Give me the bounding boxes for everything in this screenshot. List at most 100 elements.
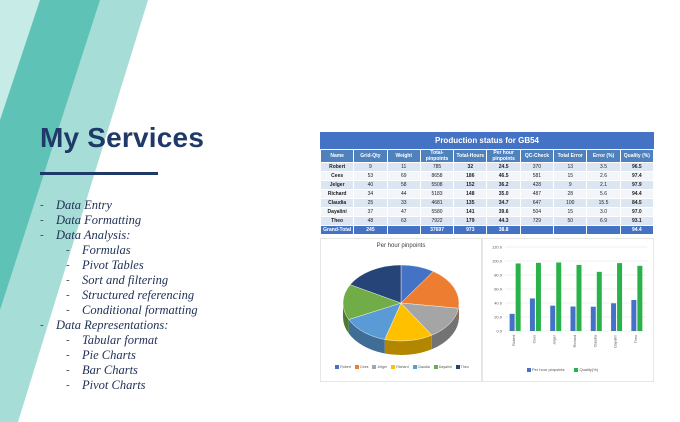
table-cell: 8658 [419,171,455,181]
service-list-item: - Data Analysis: [40,228,290,243]
service-list-item: - Formulas [40,243,290,258]
legend-item: Richard [391,365,409,369]
title-underline [40,172,158,175]
table-cell: 487 [519,189,555,199]
service-label: Pivot Tables [82,258,144,272]
service-label: Tabular format [82,333,158,347]
x-tick-label: Dayalini [614,335,618,348]
table-header-row: Name Grid-Qty Weight Total-pinpoints Total-H… [319,149,655,163]
table-cell: 48 [353,216,388,226]
table-cell: Dayalini [319,207,355,217]
table-cell: Jelger [319,180,355,190]
table-cell: 5580 [419,207,455,217]
legend-label: Theo [460,365,469,369]
pie-chart-panel: Per hour pinpoints Robert Cees Jelger Richa… [320,238,482,382]
table-row: Cees 53 69 8658 186 46.5 581 15 2.6 97.4 [319,171,655,181]
bar [509,313,515,331]
legend-label: Richard [396,365,409,369]
legend-swatch [355,365,360,369]
table-cell: 5183 [419,189,455,199]
column-header: Quality (%) [619,149,655,163]
pie-chart-legend: Robert Cees Jelger Richard Claudia Dayalini Th… [325,365,479,369]
table-cell: 93.1 [619,216,655,226]
table-cell: 37 [353,207,388,217]
table-cell [586,225,621,235]
legend-label: Per hour pinpoints [532,367,565,372]
table-cell: 39.6 [486,207,521,217]
pie-slice [349,264,402,304]
table-cell: 9 [553,180,588,190]
table-cell: 6.9 [586,216,621,226]
legend-item: Cees [355,365,368,369]
table-cell: 97.0 [619,207,655,217]
table-cell: Richard [319,189,355,199]
legend-item: Theo [455,365,469,369]
table-cell: 94.4 [619,225,655,235]
table-cell: 13 [553,162,588,172]
table-cell: 15 [553,207,588,217]
service-list-item: - Pie Charts [40,348,290,363]
y-tick-label: 0.0 [496,329,502,334]
table-cell: 97.4 [619,171,655,181]
table-cell: 4681 [419,198,455,208]
legend-swatch [372,365,377,369]
legend-item: Quality(%) [574,367,598,372]
column-header: Grid-Qty [353,149,388,163]
table-cell: 24.5 [486,162,521,172]
pie-slice-side [343,303,349,334]
column-header: Total-Hours [453,149,488,163]
service-list-item: - Pivot Charts [40,378,290,393]
table-cell: 94.4 [619,189,655,199]
table-row: Claudia 25 33 4681 135 34.7 647 100 15.5 84.5 [319,198,655,208]
x-tick-label: Robert [512,335,516,346]
service-list-item: - Data Entry [40,198,290,213]
legend-label: Robert [340,365,352,369]
table-cell: 135 [453,198,488,208]
table-cell: 69 [386,171,421,181]
legend-label: Quality(%) [579,367,599,372]
table-cell: 141 [453,207,488,217]
pie-slice-side [348,319,385,354]
table-cell: 46.5 [486,171,521,181]
table-cell: 2.1 [586,180,621,190]
column-header: Weight [386,149,421,163]
table-cell: 11 [386,162,421,172]
table-cell: 58 [386,180,421,190]
x-tick-label: Claudia [593,335,597,347]
bullet-dash: - [40,229,44,241]
service-label: Data Formatting [56,213,142,227]
production-table: Name Grid-Qty Weight Total-pinpoints Total-H… [319,149,655,235]
bullet-dash: - [66,349,70,361]
table-cell: 2.6 [586,171,621,181]
table-cell: 34.7 [486,198,521,208]
service-list-item: - Bar Charts [40,363,290,378]
y-tick-label: 80.0 [494,273,503,278]
bar-chart-legend: Per hour pinpoints Quality(%) [527,367,598,372]
legend-swatch [527,367,531,372]
decorative-background-shapes [0,0,148,422]
table-cell: 50 [553,216,588,226]
table-cell: 504 [519,207,555,217]
table-cell: 179 [453,216,488,226]
service-label: Pivot Charts [82,378,146,392]
bar [535,262,541,331]
service-label: Pie Charts [82,348,136,362]
bullet-dash: - [66,244,70,256]
bullet-dash: - [66,379,70,391]
table-cell: Grand-Total [319,225,355,235]
bar [529,298,535,331]
bar [631,299,637,331]
legend-label: Cees [360,365,369,369]
y-tick-label: 60.0 [494,287,503,292]
table-cell: 785 [419,162,455,172]
y-tick-label: 40.0 [494,301,503,306]
service-label: Data Entry [56,198,112,212]
table-cell: 245 [353,225,388,235]
bar [550,305,556,331]
table-cell: 37697 [419,225,455,235]
bar [590,306,596,331]
table-cell: 729 [519,216,555,226]
y-tick-label: 20.0 [494,315,503,320]
bullet-dash: - [40,214,44,226]
bar [637,265,643,331]
